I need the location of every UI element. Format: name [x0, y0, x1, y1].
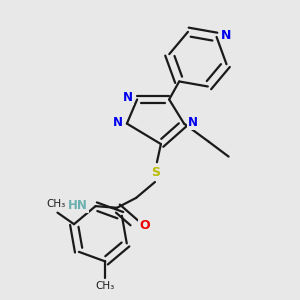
Text: CH₃: CH₃	[46, 200, 65, 209]
Text: N: N	[220, 29, 231, 42]
Text: N: N	[112, 116, 123, 129]
Text: S: S	[152, 166, 160, 178]
Text: CH₃: CH₃	[96, 281, 115, 291]
Text: HN: HN	[68, 199, 88, 212]
Text: N: N	[188, 116, 198, 129]
Text: O: O	[139, 219, 150, 232]
Text: N: N	[123, 91, 133, 104]
